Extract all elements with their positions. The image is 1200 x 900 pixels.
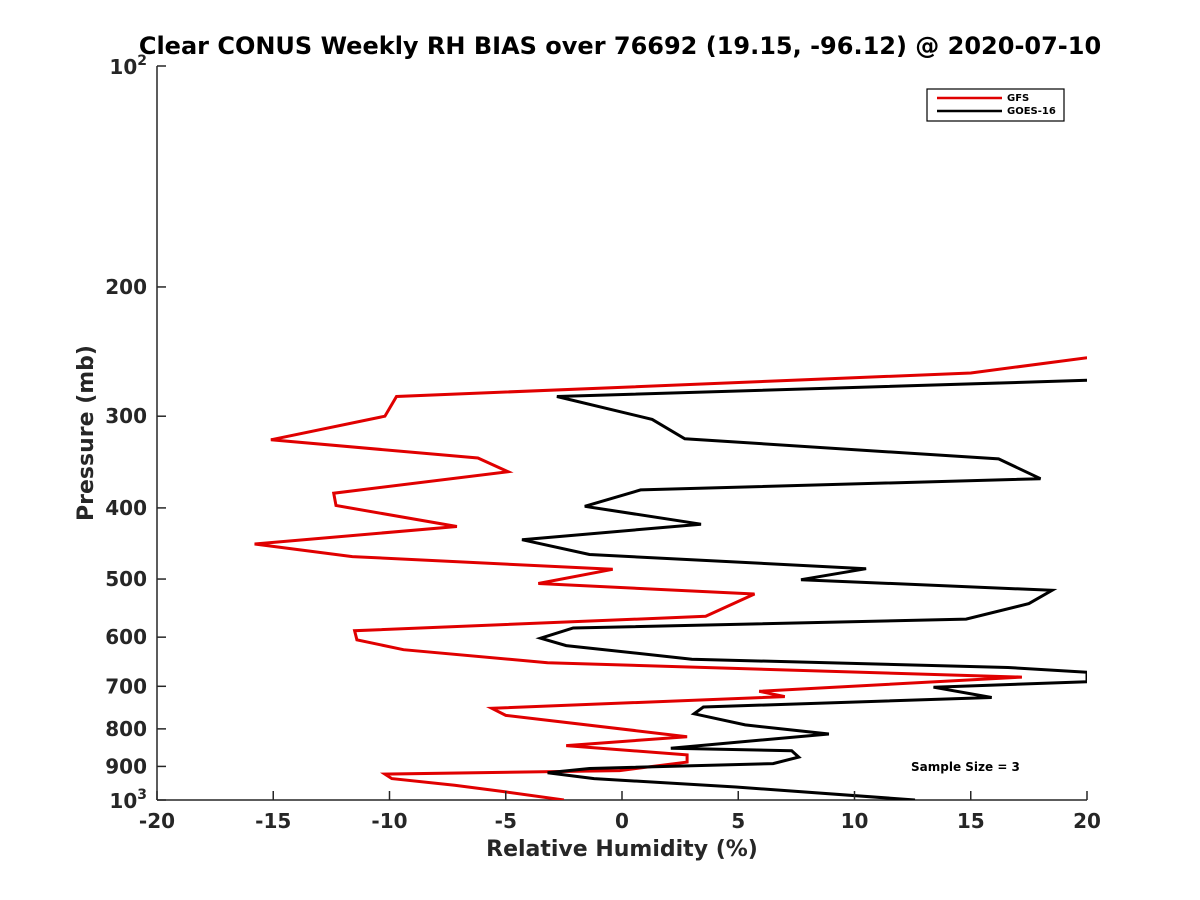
sample-size-annotation: Sample Size = 3 (911, 760, 1020, 774)
y-tick-label-exponent: 2 (137, 53, 147, 69)
series-line-goes16 (521, 378, 1087, 800)
y-tick-label: 103 (109, 787, 147, 813)
chart-title: Clear CONUS Weekly RH BIAS over 76692 (1… (139, 32, 1101, 60)
y-tick-label: 102 (109, 53, 147, 79)
y-tick-label: 700 (105, 674, 147, 698)
y-tick-label-base: 10 (109, 789, 137, 813)
y-tick-label: 200 (105, 275, 147, 299)
legend-label-gfs: GFS (1007, 93, 1029, 104)
x-tick-label: 0 (615, 809, 629, 833)
x-axis-label: Relative Humidity (%) (486, 837, 758, 862)
x-tick-label: 10 (841, 809, 869, 833)
x-tick-label: 15 (957, 809, 985, 833)
y-tick-label: 600 (105, 625, 147, 649)
legend-box (926, 88, 1065, 122)
y-tick-label-base: 10 (109, 55, 137, 79)
y-tick-label: 400 (105, 496, 147, 520)
series-layer (254, 356, 1087, 800)
x-tick-label: -20 (139, 809, 175, 833)
y-tick-label: 300 (105, 404, 147, 428)
x-tick-label: 20 (1073, 809, 1101, 833)
x-tick-label: -5 (495, 809, 517, 833)
ticks-layer: -20 -15 -10 -5 0 5 10 15 20102200300400500600700… (105, 53, 1101, 833)
y-tick-label: 800 (105, 717, 147, 741)
y-tick-label: 900 (105, 754, 147, 778)
y-tick-label-exponent: 3 (137, 787, 147, 803)
y-axis-label: Pressure (mb) (74, 345, 99, 521)
legend: GFS GOES-16 (926, 88, 1065, 122)
series-line-gfs (254, 356, 1087, 800)
legend-label-goes16: GOES-16 (1007, 106, 1056, 117)
y-tick-label: 500 (105, 567, 147, 591)
x-tick-label: 5 (731, 809, 745, 833)
x-tick-label: -15 (255, 809, 291, 833)
x-tick-label: -10 (371, 809, 407, 833)
